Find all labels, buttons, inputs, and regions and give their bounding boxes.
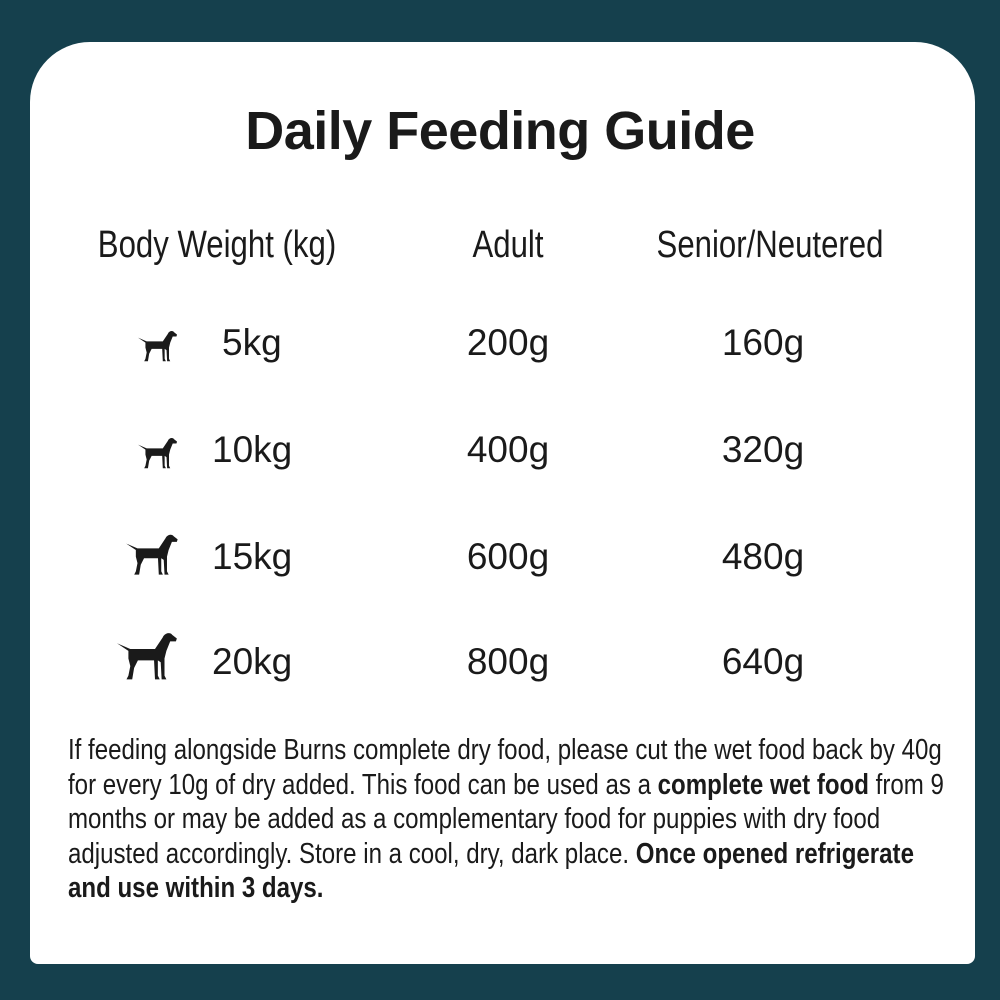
feeding-guide-card bbox=[30, 42, 975, 964]
adult-cell: 600g bbox=[466, 536, 550, 577]
senior-cell: 480g bbox=[721, 536, 805, 577]
header-body-weight: Body Weight (kg) bbox=[97, 224, 337, 266]
body-weight-cell: 15kg bbox=[212, 536, 293, 577]
page-title: Daily Feeding Guide bbox=[245, 101, 755, 161]
body-weight-cell: 10kg bbox=[212, 429, 293, 470]
feeding-note: If feeding alongside Burns complete dry … bbox=[68, 733, 948, 906]
note-bold: complete wet food bbox=[657, 768, 869, 801]
dog-icon bbox=[117, 630, 178, 681]
adult-cell: 800g bbox=[466, 641, 550, 682]
senior-cell: 160g bbox=[721, 322, 805, 363]
note-text: from 9 months or may be added as a compl… bbox=[68, 768, 944, 870]
body-weight-cell: 20kg bbox=[212, 641, 293, 682]
adult-cell: 400g bbox=[466, 429, 550, 470]
adult-cell: 200g bbox=[466, 322, 550, 363]
dog-icon bbox=[138, 329, 178, 362]
senior-cell: 320g bbox=[721, 429, 805, 470]
note-text: If feeding alongside Burns complete dry … bbox=[68, 734, 942, 801]
note-storage-warning: Once opened refrigerate and use within 3… bbox=[68, 837, 914, 905]
senior-cell: 640g bbox=[721, 641, 805, 682]
header-adult: Adult bbox=[472, 224, 544, 266]
body-weight-cell: 5kg bbox=[222, 322, 282, 363]
dog-icon bbox=[125, 532, 178, 576]
dog-icon bbox=[138, 436, 178, 469]
header-senior: Senior/Neutered bbox=[656, 224, 884, 266]
